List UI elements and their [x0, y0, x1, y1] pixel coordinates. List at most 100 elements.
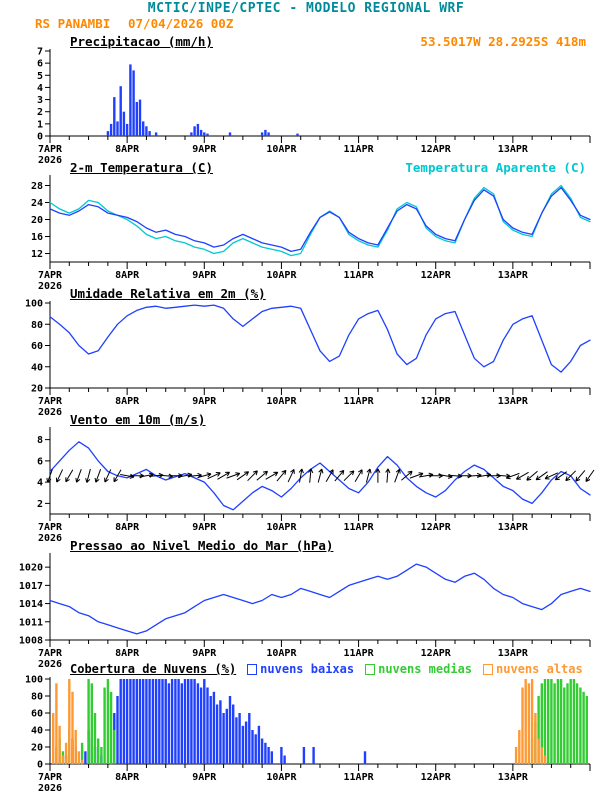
svg-text:11APR: 11APR: [344, 270, 375, 281]
svg-text:8APR: 8APR: [115, 522, 140, 533]
legend-high-clouds: nuvens altas: [483, 662, 583, 676]
svg-text:12APR: 12APR: [421, 144, 452, 155]
svg-text:1011: 1011: [19, 617, 43, 628]
svg-text:8APR: 8APR: [115, 144, 140, 155]
svg-text:11APR: 11APR: [344, 522, 375, 533]
temperature-chart: 12 16 20 24 28 7APR 8APR 9APR 10APR 11APR 12APR 13A…: [31, 175, 591, 292]
clouds-title: Cobertura de Nuvens (%): [70, 662, 237, 676]
svg-text:9APR: 9APR: [192, 270, 217, 281]
svg-text:4: 4: [37, 83, 43, 94]
svg-text:60: 60: [31, 341, 43, 352]
svg-text:40: 40: [31, 362, 43, 373]
svg-text:0: 0: [37, 132, 43, 143]
svg-text:13APR: 13APR: [498, 522, 529, 533]
model-title: MCTIC/INPE/CPTEC - MODELO REGIONAL WRF: [147, 1, 465, 16]
svg-text:13APR: 13APR: [498, 396, 529, 407]
svg-text:2026: 2026: [38, 281, 62, 292]
svg-text:60: 60: [31, 709, 43, 720]
svg-text:13APR: 13APR: [498, 270, 529, 281]
svg-text:8APR: 8APR: [115, 772, 140, 783]
mid-clouds-swatch-icon: [365, 663, 376, 675]
svg-text:1008: 1008: [19, 636, 43, 647]
svg-text:16: 16: [31, 232, 43, 243]
svg-text:1020: 1020: [19, 563, 43, 574]
high-clouds-label: nuvens altas: [496, 662, 583, 676]
panel-pressure: Pressao ao Nivel Medio do Mar (hPa) 1008…: [0, 538, 612, 670]
svg-text:12APR: 12APR: [421, 270, 452, 281]
low-clouds-swatch-icon: [247, 663, 258, 675]
clouds-title-row: Cobertura de Nuvens (%) nuvens baixas nu…: [70, 662, 606, 676]
svg-text:6: 6: [37, 456, 43, 467]
svg-text:7APR: 7APR: [38, 522, 63, 533]
pressure-title: Pressao ao Nivel Medio do Mar (hPa): [70, 538, 334, 553]
svg-text:8APR: 8APR: [115, 396, 140, 407]
svg-text:20: 20: [31, 743, 43, 754]
panel-precipitation: Precipitacao (mm/h) 53.5017W 28.2925S 41…: [0, 34, 612, 166]
svg-text:12: 12: [31, 249, 43, 260]
svg-text:1: 1: [37, 119, 43, 130]
svg-text:12APR: 12APR: [421, 648, 452, 659]
legend-mid-clouds: nuvens medias: [365, 662, 472, 676]
svg-text:20: 20: [31, 215, 43, 226]
svg-text:8APR: 8APR: [115, 648, 140, 659]
cloud-cover-chart: 0 20 40 60 80 100 7APR 8APR 9APR 10APR 11APR 12APR 1…: [25, 675, 591, 792]
svg-text:12APR: 12APR: [421, 772, 452, 783]
station-name: RS PANAMBI: [35, 16, 111, 31]
svg-text:2: 2: [37, 499, 43, 510]
humidity-title: Umidade Relativa em 2m (%): [70, 286, 266, 301]
svg-text:13APR: 13APR: [498, 144, 529, 155]
svg-text:1014: 1014: [19, 599, 43, 610]
svg-text:7APR: 7APR: [38, 144, 63, 155]
svg-text:2026: 2026: [38, 659, 62, 670]
svg-text:100: 100: [25, 299, 43, 310]
svg-text:2026: 2026: [38, 533, 62, 544]
svg-text:11APR: 11APR: [344, 144, 375, 155]
svg-text:24: 24: [31, 198, 43, 209]
precipitation-title: Precipitacao (mm/h): [70, 34, 213, 49]
svg-text:100: 100: [25, 675, 43, 686]
svg-text:10APR: 10APR: [266, 396, 297, 407]
wind-title: Vento em 10m (m/s): [70, 412, 206, 427]
panel-wind: Vento em 10m (m/s) 2 4 6 8 7APR 8APR 9APR 10APR…: [0, 412, 612, 544]
wind-chart: 2 4 6 8 7APR 8APR 9APR 10APR 11APR 12APR 13APR 2026: [37, 427, 595, 544]
svg-text:8: 8: [37, 435, 43, 446]
svg-text:7: 7: [37, 47, 43, 58]
svg-text:80: 80: [31, 692, 43, 703]
svg-text:10APR: 10APR: [266, 648, 297, 659]
svg-text:7APR: 7APR: [38, 396, 63, 407]
svg-text:0: 0: [37, 760, 43, 771]
low-clouds-label: nuvens baixas: [260, 662, 355, 676]
svg-text:7APR: 7APR: [38, 772, 63, 783]
apparent-temperature-label: Temperatura Aparente (C): [405, 160, 586, 175]
legend-low-clouds: nuvens baixas: [247, 662, 354, 676]
svg-text:2: 2: [37, 107, 43, 118]
run-datetime: 07/04/2026 00Z: [128, 16, 234, 31]
panel-clouds: Cobertura de Nuvens (%) nuvens baixas nu…: [0, 662, 612, 792]
pressure-chart: 1008 1011 1014 1017 1020 7APR 8APR 9APR 10APR 11A…: [19, 553, 591, 670]
svg-text:80: 80: [31, 320, 43, 331]
svg-text:10APR: 10APR: [266, 522, 297, 533]
svg-text:9APR: 9APR: [192, 522, 217, 533]
svg-text:3: 3: [37, 95, 43, 106]
svg-text:28: 28: [31, 181, 43, 192]
svg-text:11APR: 11APR: [344, 396, 375, 407]
svg-text:1017: 1017: [19, 581, 43, 592]
svg-text:2026: 2026: [38, 407, 62, 418]
panel-humidity: Umidade Relativa em 2m (%) 20 40 60 80 100 7A…: [0, 286, 612, 418]
svg-text:10APR: 10APR: [266, 270, 297, 281]
svg-text:10APR: 10APR: [266, 144, 297, 155]
svg-text:8APR: 8APR: [115, 270, 140, 281]
svg-text:6: 6: [37, 59, 43, 70]
svg-text:10APR: 10APR: [266, 772, 297, 783]
panel-temperature: 2-m Temperatura (C) Temperatura Aparente…: [0, 160, 612, 292]
temperature-title: 2-m Temperatura (C): [70, 160, 213, 175]
svg-text:9APR: 9APR: [192, 144, 217, 155]
svg-text:7APR: 7APR: [38, 648, 63, 659]
svg-text:7APR: 7APR: [38, 270, 63, 281]
mid-clouds-label: nuvens medias: [378, 662, 473, 676]
svg-text:13APR: 13APR: [498, 772, 529, 783]
high-clouds-swatch-icon: [483, 663, 494, 675]
svg-text:9APR: 9APR: [192, 396, 217, 407]
humidity-chart: 20 40 60 80 100 7APR 8APR 9APR 10APR 11APR 12APR 13…: [25, 299, 591, 418]
